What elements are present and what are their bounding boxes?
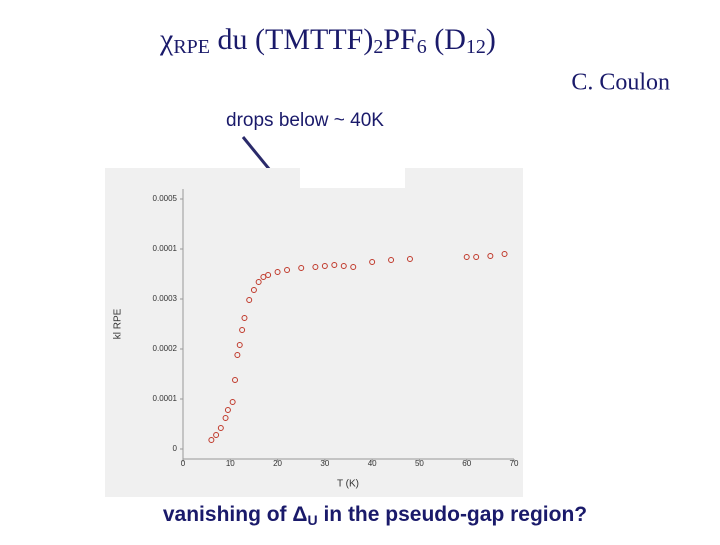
x-tick-label: 10: [226, 459, 235, 468]
chart-panel: [105, 168, 523, 497]
point: [312, 264, 319, 270]
y-tick-label: 0.0001: [153, 244, 178, 253]
text-part: vanishing of: [163, 503, 293, 526]
y-axis-label: kl RPE: [113, 308, 124, 339]
point: [229, 399, 236, 405]
point: [232, 377, 239, 383]
text-part: in the pseudo-gap region?: [318, 503, 588, 526]
x-tick-label: 70: [510, 459, 519, 468]
point: [255, 279, 262, 285]
x-tick-label: 60: [462, 459, 471, 468]
subscript: U: [307, 512, 317, 528]
subscript: 12: [466, 36, 486, 58]
point: [239, 327, 246, 333]
text-part: (D: [427, 23, 466, 56]
point: [213, 432, 220, 438]
point: [217, 425, 224, 431]
point: [265, 272, 272, 278]
point: [321, 263, 328, 269]
panel-mask: [300, 168, 405, 188]
point: [331, 262, 338, 268]
x-tick-label: 50: [415, 459, 424, 468]
y-tick-label: 0.0001: [153, 394, 178, 403]
point: [284, 267, 291, 273]
point: [463, 254, 470, 260]
x-tick-label: 0: [181, 459, 186, 468]
point: [222, 415, 229, 421]
text-part: PF: [383, 23, 416, 56]
point: [406, 256, 413, 262]
point: [250, 287, 257, 293]
y-tick-label: 0.0005: [153, 194, 178, 203]
point: [274, 269, 281, 275]
point: [388, 257, 395, 263]
text-part: du (TMTTF): [210, 23, 373, 56]
y-tick-label: 0: [173, 444, 178, 453]
x-tick-label: 30: [320, 459, 329, 468]
subscript: 6: [417, 36, 427, 58]
slide-title: χRPE du (TMTTF)2PF6 (D12): [159, 23, 496, 58]
point: [369, 259, 376, 265]
point: [501, 251, 508, 257]
point: [236, 342, 243, 348]
text-part: χ: [159, 23, 174, 56]
y-tick-label: 0.0003: [153, 294, 178, 303]
y-tick-label: 0.0002: [153, 344, 178, 353]
subscript: RPE: [173, 36, 210, 58]
point: [473, 254, 480, 260]
annotation: drops below ~ 40K: [226, 110, 384, 131]
point: [246, 297, 253, 303]
point: [241, 315, 248, 321]
x-tick-label: 40: [368, 459, 377, 468]
point: [224, 407, 231, 413]
point: [487, 253, 494, 259]
author: C. Coulon: [571, 70, 670, 96]
point: [208, 437, 215, 443]
point: [340, 263, 347, 269]
caption: vanishing of ΔU in the pseudo-gap region…: [163, 503, 587, 528]
text-part: ): [486, 23, 496, 56]
text-part: Δ: [292, 503, 307, 526]
point: [350, 264, 357, 270]
subscript: 2: [373, 36, 383, 58]
point: [234, 352, 241, 358]
x-axis-label: T (K): [337, 479, 359, 490]
x-tick-label: 20: [273, 459, 282, 468]
point: [298, 265, 305, 271]
